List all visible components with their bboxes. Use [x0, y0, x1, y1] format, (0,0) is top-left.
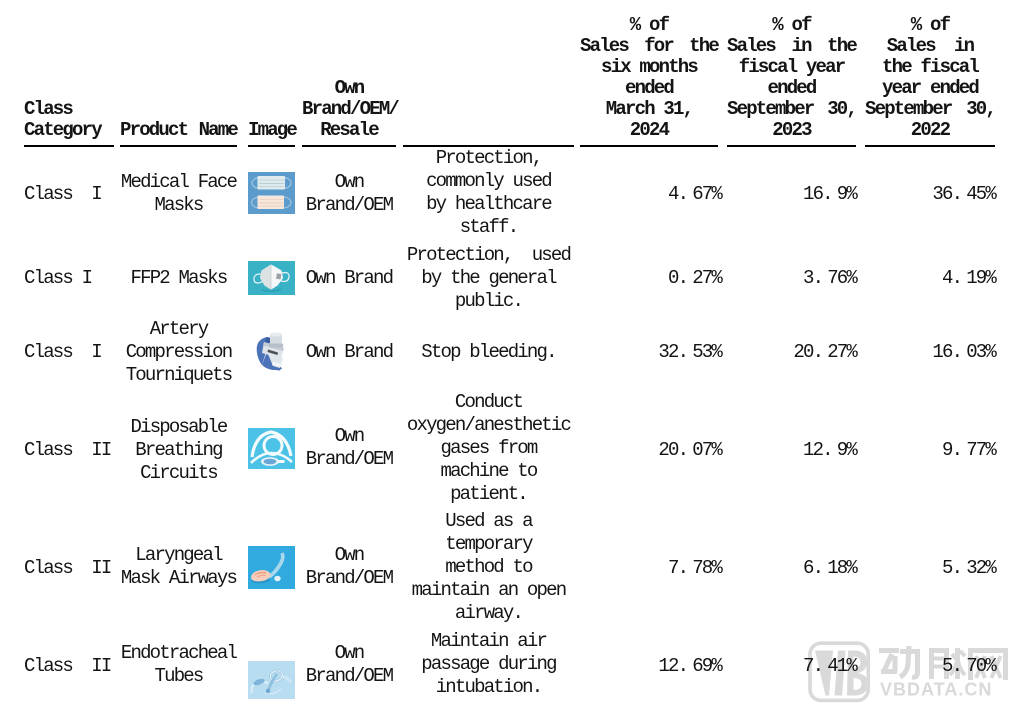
- svg-text:VBDATA.CN: VBDATA.CN: [880, 680, 992, 700]
